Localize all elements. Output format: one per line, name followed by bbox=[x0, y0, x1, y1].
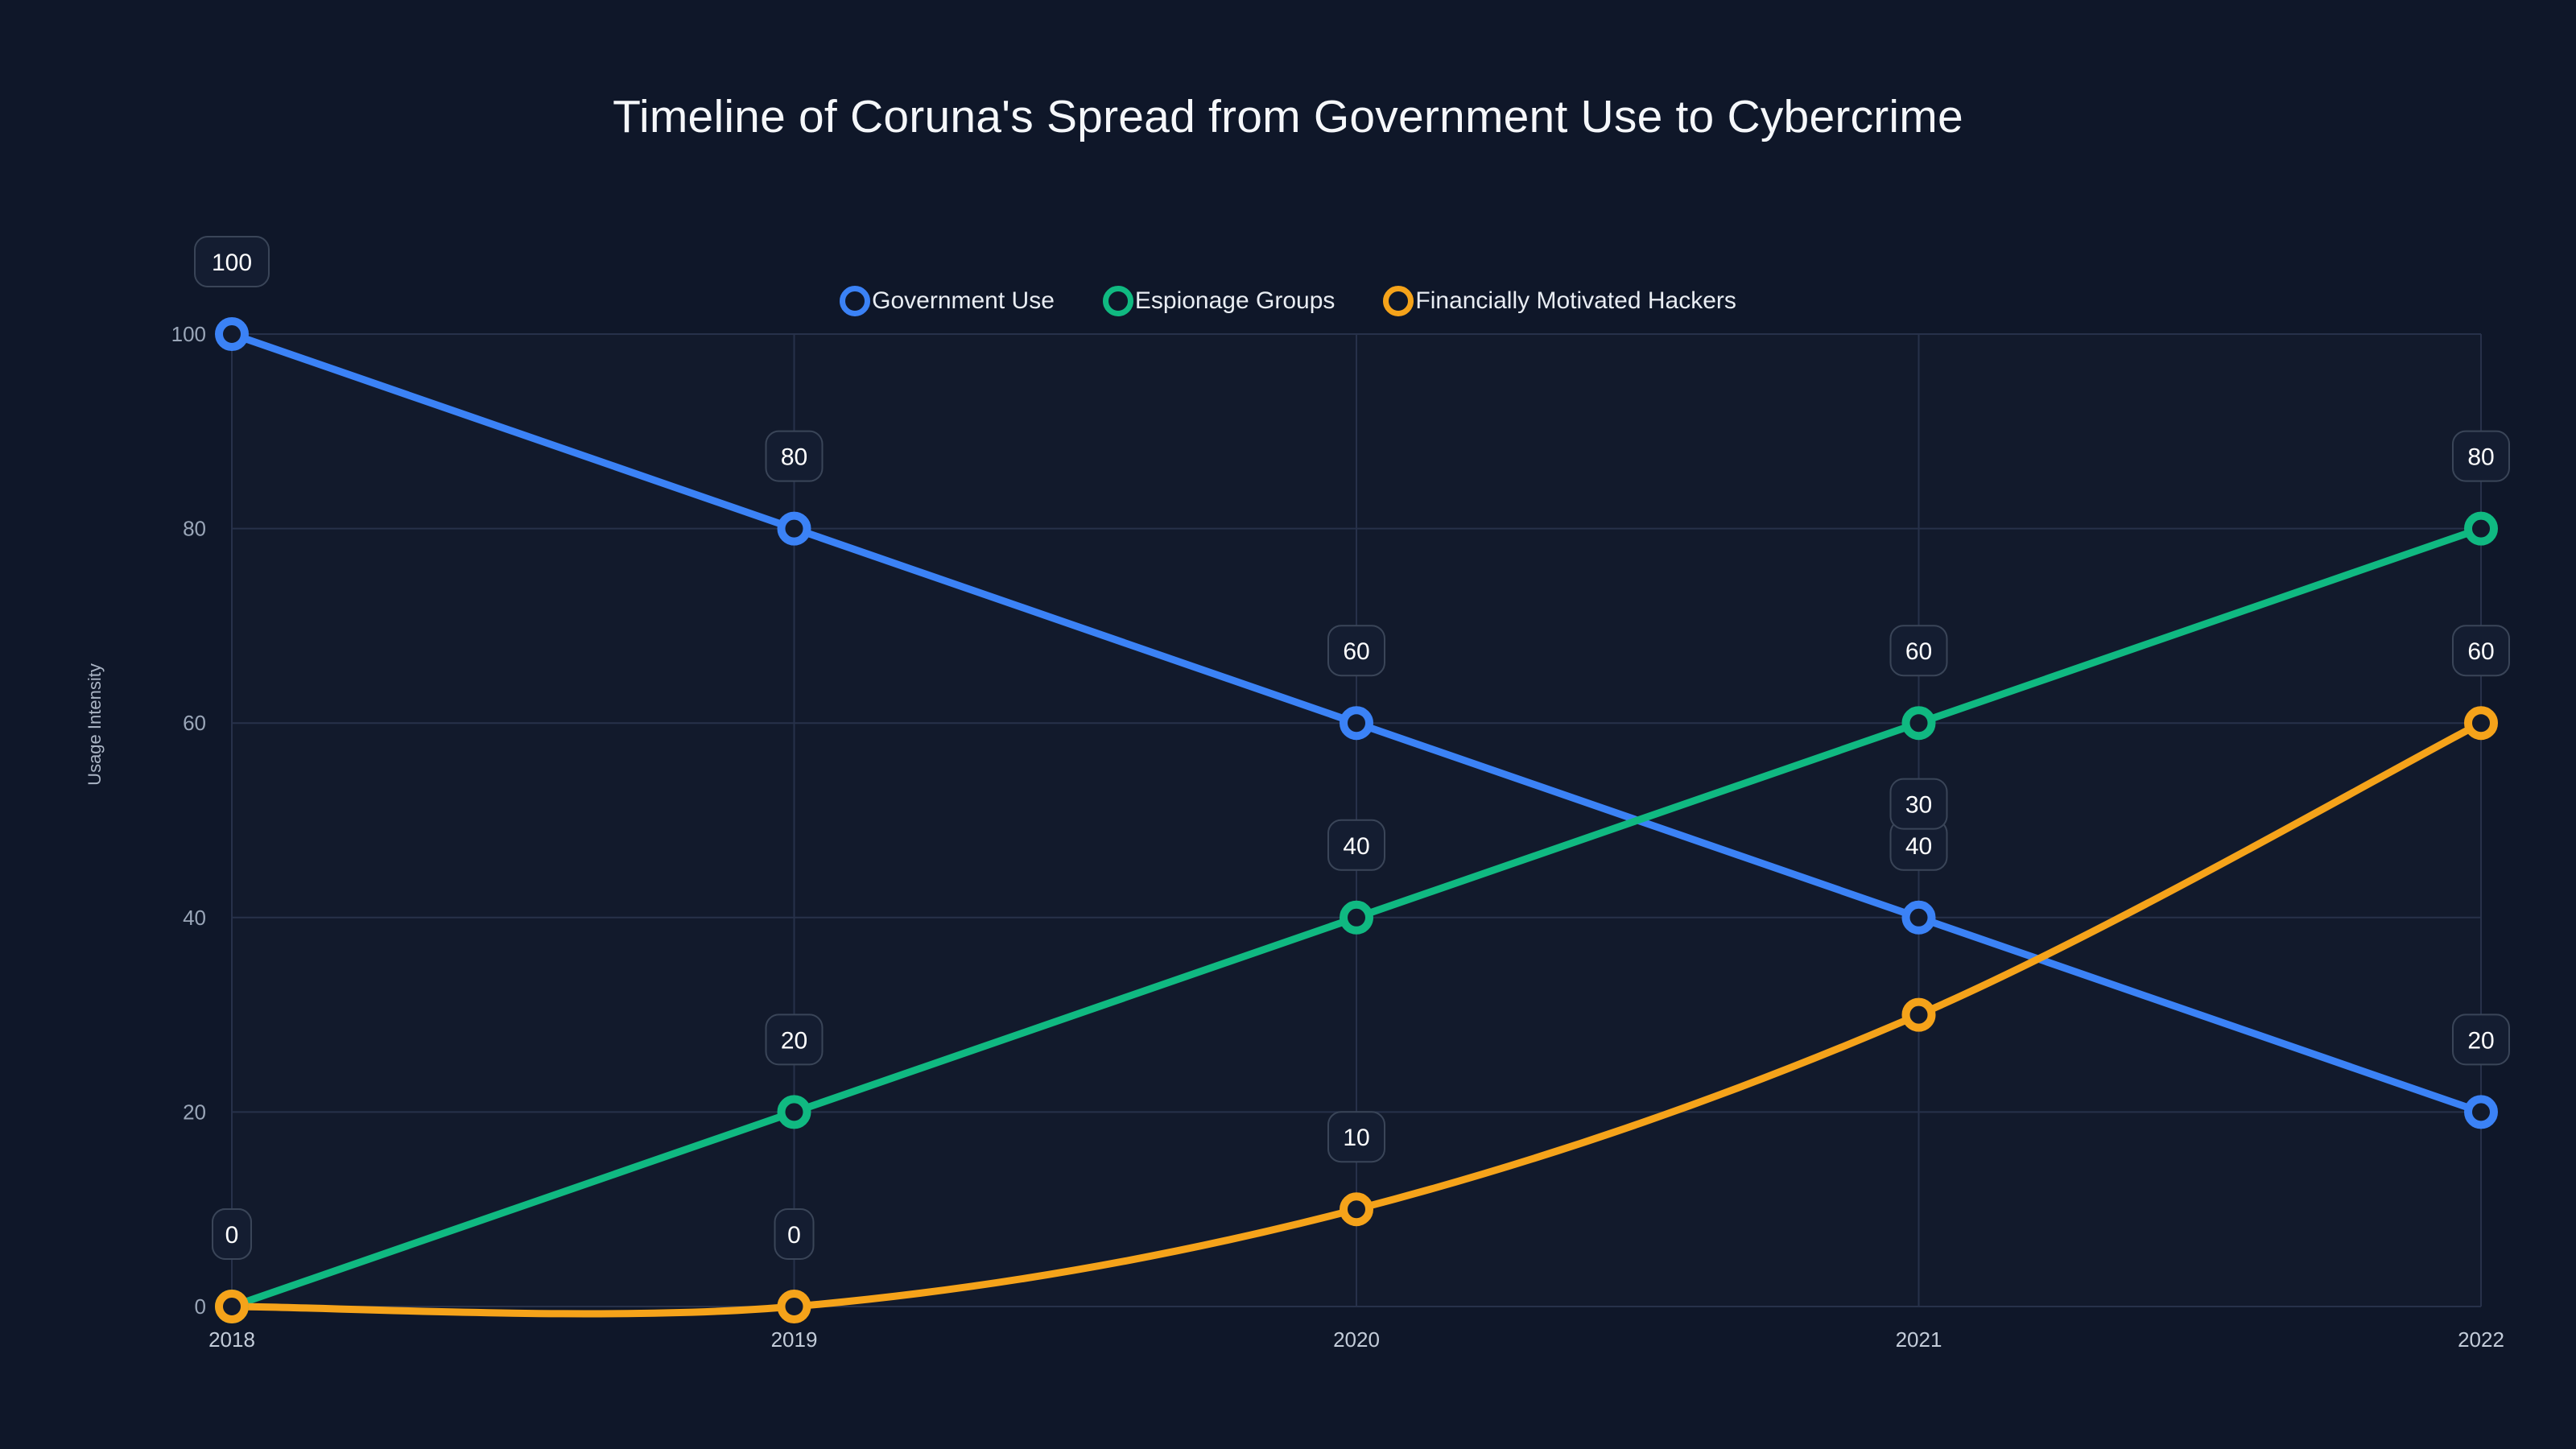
data-point-marker[interactable] bbox=[1901, 706, 1936, 741]
y-tick-label: 20 bbox=[183, 1100, 206, 1124]
data-point-marker[interactable] bbox=[2464, 511, 2498, 546]
x-tick-label: 2022 bbox=[2458, 1327, 2504, 1352]
y-tick-label: 0 bbox=[195, 1294, 206, 1319]
data-label-value: 60 bbox=[2467, 638, 2494, 665]
data-label-value: 80 bbox=[2467, 444, 2494, 471]
data-label-value: 20 bbox=[2467, 1027, 2494, 1054]
page-title: Timeline of Coruna's Spread from Governm… bbox=[613, 91, 1963, 142]
data-point-marker[interactable] bbox=[1340, 1192, 1373, 1227]
legend-label: Government Use bbox=[872, 287, 1055, 314]
data-label-badge: 100 bbox=[194, 236, 270, 287]
data-label-badge: 80 bbox=[2452, 430, 2510, 482]
data-label-badge: 40 bbox=[1889, 819, 1948, 871]
data-point-marker[interactable] bbox=[1901, 997, 1936, 1032]
data-point-marker[interactable] bbox=[777, 511, 811, 546]
data-label-value: 0 bbox=[787, 1222, 801, 1249]
hollow-circle-icon bbox=[1383, 286, 1414, 316]
y-tick-label: 60 bbox=[183, 711, 206, 735]
data-label-badge: 0 bbox=[212, 1208, 252, 1260]
data-label-badge: 60 bbox=[1889, 625, 1948, 677]
y-tick-label: 100 bbox=[171, 322, 206, 346]
data-point-marker[interactable] bbox=[2464, 706, 2498, 741]
x-tick-label: 2018 bbox=[208, 1327, 255, 1352]
data-point-marker[interactable] bbox=[2464, 1095, 2498, 1129]
hollow-circle-icon bbox=[1102, 286, 1133, 316]
legend-item-financially-motivated-hackers[interactable]: Financially Motivated Hackers bbox=[1383, 286, 1736, 316]
legend-item-government-use[interactable]: Government Use bbox=[840, 286, 1055, 316]
y-tick-label: 80 bbox=[183, 517, 206, 541]
data-label-badge: 30 bbox=[1889, 778, 1948, 830]
data-label-badge: 60 bbox=[2452, 625, 2510, 677]
data-label-value: 40 bbox=[1905, 833, 1932, 860]
data-label-value: 60 bbox=[1905, 638, 1932, 665]
data-label-value: 30 bbox=[1905, 792, 1932, 819]
data-labels: 1008060402002040608000103060 bbox=[194, 236, 2510, 1260]
data-label-badge: 0 bbox=[774, 1208, 815, 1260]
x-tick-label: 2020 bbox=[1333, 1327, 1380, 1352]
y-axis-ticks: 0 20 40 60 80 100 bbox=[171, 322, 206, 1319]
x-tick-label: 2019 bbox=[771, 1327, 818, 1352]
data-label-value: 0 bbox=[225, 1222, 239, 1249]
data-label-badge: 10 bbox=[1327, 1111, 1385, 1163]
y-tick-label: 40 bbox=[183, 906, 206, 930]
data-label-badge: 60 bbox=[1327, 625, 1385, 677]
data-point-marker[interactable] bbox=[777, 1095, 811, 1129]
data-label-value: 10 bbox=[1343, 1125, 1369, 1151]
data-label-badge: 20 bbox=[765, 1013, 824, 1066]
data-label-badge: 80 bbox=[765, 430, 824, 482]
legend-item-espionage-groups[interactable]: Espionage Groups bbox=[1102, 286, 1335, 316]
data-point-marker[interactable] bbox=[777, 1290, 811, 1323]
hollow-circle-icon bbox=[840, 286, 871, 316]
legend-label: Espionage Groups bbox=[1134, 287, 1335, 314]
x-tick-label: 2021 bbox=[1896, 1327, 1942, 1352]
data-label-value: 20 bbox=[781, 1027, 807, 1054]
data-label-value: 60 bbox=[1343, 638, 1369, 665]
data-label-badge: 20 bbox=[2452, 1013, 2510, 1066]
data-point-marker[interactable] bbox=[1340, 706, 1373, 741]
chart-legend: Government Use Espionage Groups Financia… bbox=[0, 286, 2576, 316]
data-point-markers bbox=[215, 317, 2498, 1323]
x-axis-ticks: 2018 2019 2020 2021 2022 bbox=[208, 1327, 2504, 1352]
data-point-marker[interactable] bbox=[1901, 900, 1936, 935]
data-label-value: 80 bbox=[781, 444, 807, 471]
legend-label: Financially Motivated Hackers bbox=[1415, 287, 1736, 314]
data-label-badge: 40 bbox=[1327, 819, 1385, 871]
data-point-marker[interactable] bbox=[215, 1290, 249, 1323]
data-label-value: 100 bbox=[212, 250, 252, 276]
data-label-value: 40 bbox=[1343, 833, 1369, 860]
data-point-marker[interactable] bbox=[215, 317, 249, 351]
data-point-marker[interactable] bbox=[1340, 900, 1373, 935]
